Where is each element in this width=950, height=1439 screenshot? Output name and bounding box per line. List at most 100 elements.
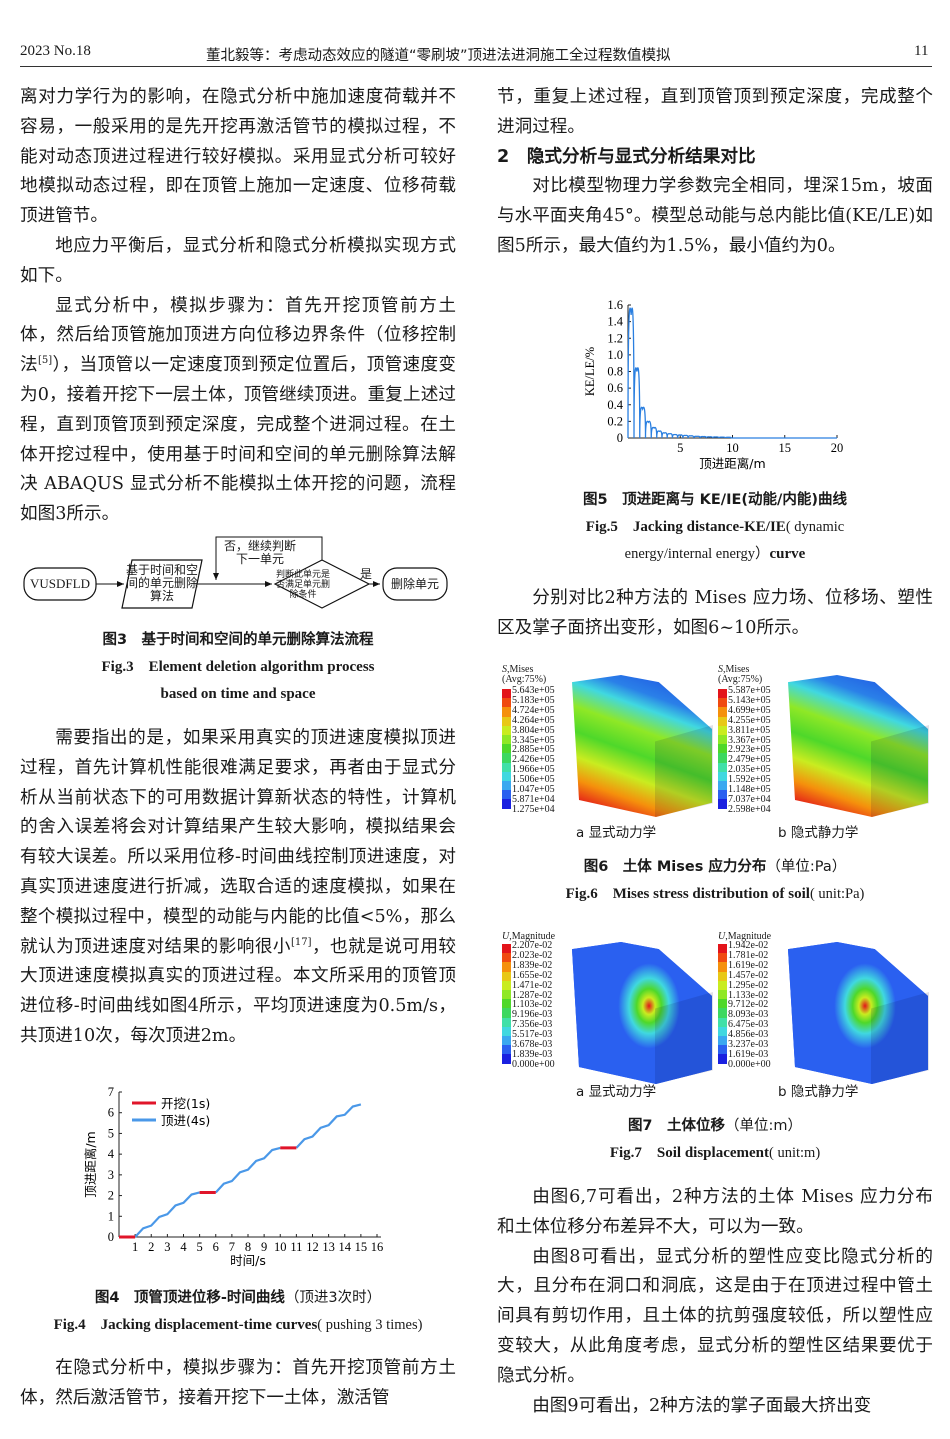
- legend-swatch: [502, 735, 511, 745]
- y-tick-label: 1: [108, 1209, 114, 1223]
- legend-swatch: [718, 944, 727, 954]
- legend-value: 1.839e-03: [512, 1048, 553, 1060]
- x-tick-label: 2: [148, 1240, 154, 1254]
- left-column-middle: 需要指出的是，如果采用真实的顶进速度模拟顶进过程，首先计算机性能很难满足要求，再…: [20, 724, 456, 1052]
- legend-swatch: [718, 781, 727, 791]
- x-tick-label: 11: [290, 1240, 302, 1254]
- left-column-bottom: 在隐式分析中，模拟步骤为：首先开挖顶管前方土体，然后激活管节，接着开挖下一土体，…: [20, 1354, 456, 1414]
- legend-swatch: [718, 716, 727, 726]
- paragraph: 地应力平衡后，显式分析和隐式分析模拟实现方式如下。: [20, 235, 456, 286]
- legend-title: U,Magnitude: [718, 931, 772, 942]
- legend-title: U,Magnitude: [502, 931, 556, 942]
- legend-swatch: [502, 790, 511, 800]
- model-side-face: [871, 725, 929, 817]
- x-tick-label: 4: [180, 1240, 187, 1254]
- y-tick-label: 3: [108, 1168, 114, 1182]
- flowchart-lines: [23, 536, 448, 609]
- legend-value: 0.000e+00: [512, 1058, 555, 1070]
- legend-swatch: [718, 707, 727, 717]
- flowchart-algorithm-node: 基于时间和空间的单元删除算法: [126, 563, 199, 603]
- y-axis-label: KE/LE/%: [583, 347, 597, 396]
- y-tick-label: 6: [108, 1106, 114, 1120]
- x-tick-label: 10: [274, 1240, 287, 1254]
- legend-swatch: [502, 707, 511, 717]
- citation[interactable]: [17]: [290, 936, 312, 948]
- left-column-top: 离对力学行为的影响，在隐式分析中施加速度荷载并不容易，一般采用的是先开挖再激活管…: [20, 83, 456, 530]
- series-line: [214, 1146, 281, 1194]
- legend-value: 5.587e+05: [728, 685, 771, 696]
- x-tick-label: 5: [677, 441, 683, 455]
- legend-subtitle: (Avg:75%): [718, 674, 763, 685]
- legend-value: 3.678e-03: [512, 1039, 553, 1050]
- contour-panel: S,Mises (Avg:75%) 5.643e+05 5.183e+05 4.724e…: [500, 665, 715, 841]
- legend-value: 9.712e-02: [728, 999, 769, 1011]
- legend-value: 1.966e+05: [512, 764, 555, 776]
- text: 显式分析中，模拟步骤为：首先开挖顶管前方土体，然后给顶管施加顶进方向位移边界条件…: [20, 295, 456, 376]
- legend-label: 开挖(1s): [161, 1096, 210, 1111]
- legend-swatch: [502, 1026, 511, 1037]
- y-tick-label: 1.2: [607, 331, 623, 345]
- model-side-face: [655, 725, 713, 817]
- legend-value: 3.804e+05: [512, 724, 555, 736]
- legend-value: 1.047e+05: [512, 784, 555, 795]
- y-tick-label: 1.0: [607, 348, 623, 362]
- legend-value: 1.655e-02: [512, 969, 553, 981]
- legend-swatch: [502, 725, 511, 736]
- y-tick-label: 0.2: [607, 414, 623, 428]
- legend-value: 5.517e-03: [512, 1029, 553, 1041]
- legend-value: 7.037e+04: [728, 793, 771, 805]
- legend-value: 5.643e+05: [512, 685, 555, 696]
- legend-value: 1.592e+05: [728, 774, 771, 786]
- legend-swatch: [502, 799, 511, 809]
- legend-value: 1.287e-02: [512, 989, 553, 1001]
- model-side-face: [655, 992, 713, 1084]
- legend-swatch: [718, 744, 727, 754]
- figure-7-caption: 图7 土体位移（单位:m） Fig.7 Soil displacement( u…: [497, 1113, 933, 1167]
- legend-value: 1.295e-02: [728, 979, 769, 991]
- legend-swatch: [718, 1008, 727, 1018]
- legend-value: 2.885e+05: [512, 744, 555, 756]
- caption-cn: 图6 土体 Mises 应力分布（单位:Pa）: [583, 859, 847, 875]
- text: ，也就是说可用较大顶进速度模拟真实的顶进过程。本文所采用的顶管顶进位移-时间曲线…: [20, 936, 456, 1046]
- legend-value: 2.035e+05: [728, 764, 771, 776]
- paragraph: 由图9可看出，2种方法的掌子面最大挤出变: [532, 1395, 872, 1416]
- legend-value: 2.479e+05: [728, 754, 771, 766]
- caption-cn: 图5 顶进距离与 KE/IE(动能/内能)曲线: [583, 492, 847, 508]
- legend-swatch: [718, 1045, 727, 1055]
- figure-4-chart: 1 2 3 4 5 6 7 8 9 10 11 12 13 14 15 1601234567时间/s顶进距离/…: [83, 1085, 383, 1268]
- figure-6-caption: 图6 土体 Mises 应力分布（单位:Pa） Fig.6 Mises stre…: [497, 854, 933, 908]
- citation[interactable]: [5]: [37, 355, 53, 367]
- caption-en: based on time and space: [160, 686, 316, 702]
- legend-swatch: [718, 990, 727, 1000]
- legend-swatch: [718, 790, 727, 800]
- x-tick-label: 5: [197, 1240, 203, 1254]
- caption-en: Fig.7 Soil displacement( unit:m): [609, 1145, 821, 1161]
- y-tick-label: 0.4: [607, 398, 623, 412]
- figure-3-caption: 图3 基于时间和空间的单元删除算法流程 Fig.3 Element deleti…: [20, 627, 456, 708]
- paragraph: 节，重复上述过程，直到顶管顶到预定深度，完成整个进洞过程。: [497, 87, 933, 137]
- x-tick-label: 9: [261, 1240, 267, 1254]
- x-tick-label: 15: [355, 1240, 368, 1254]
- caption-en: Fig.5 Jacking distance-KE/IE( dynamic: [585, 519, 845, 535]
- legend-swatch: [718, 689, 727, 699]
- legend-value: 2.426e+05: [512, 754, 555, 766]
- legend-value: 1.133e-02: [728, 989, 769, 1001]
- legend-value: 7.356e-03: [512, 1019, 553, 1031]
- x-tick-label: 7: [229, 1240, 235, 1254]
- legend-swatch: [502, 716, 511, 726]
- legend-swatch: [502, 962, 511, 972]
- flowchart-no-branch: 否，继续判断下一单元: [223, 539, 296, 566]
- legend-swatch: [502, 1017, 511, 1027]
- right-column-top: 节，重复上述过程，直到顶管顶到预定深度，完成整个进洞过程。 2 隐式分析与显式分…: [497, 83, 933, 262]
- x-tick-label: 10: [726, 441, 739, 455]
- y-tick-label: 0: [108, 1230, 114, 1244]
- legend-value: 5.871e+04: [512, 793, 555, 805]
- contour-panel: U,Magnitude 1.942e-02 1.781e-02 1.619e-02 1.…: [716, 932, 931, 1107]
- legend-swatch: [502, 1045, 511, 1055]
- legend-value: 3.367e+05: [728, 734, 771, 746]
- legend-swatch: [502, 781, 511, 791]
- legend-swatch: [502, 1054, 511, 1064]
- legend-value: 1.781e-02: [728, 949, 769, 961]
- legend-swatch: [502, 744, 511, 754]
- panel-label: b 隐式静力学: [778, 1084, 859, 1100]
